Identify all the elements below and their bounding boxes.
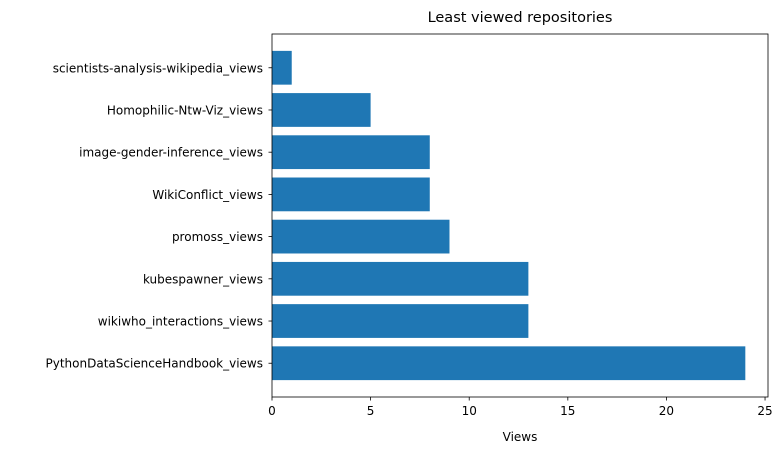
x-axis-ticks: 0 5 10 15 20 25: [268, 397, 773, 418]
bar-wikiwho_interactions_views: [272, 304, 529, 338]
x-tick-label: 20: [659, 404, 674, 418]
x-tick-label: 15: [560, 404, 575, 418]
chart-title: Least viewed repositories: [428, 10, 613, 26]
plot-frame: [271, 33, 769, 398]
bar-kubespawner_views: [272, 261, 529, 296]
x-axis-title: Views: [503, 430, 538, 444]
x-tick-label: 25: [757, 404, 772, 418]
x-tick-label: 5: [367, 404, 375, 418]
bar-scientists-analysis-wikipedia_views: [272, 50, 292, 85]
x-tick-label: 0: [268, 404, 276, 418]
y-tick-label: scientists-analysis-wikipedia_views: [53, 61, 263, 75]
y-tick-label: image-gender-inference_views: [79, 146, 263, 160]
x-tick-label: 10: [462, 404, 477, 418]
y-tick-label: wikiwho_interactions_views: [98, 315, 263, 329]
bar-promoss_views: [272, 219, 450, 254]
y-tick-label: PythonDataScienceHandbook_views: [46, 357, 264, 371]
y-tick-label: kubespawner_views: [143, 272, 263, 286]
bar-WikiConflict_views: [272, 177, 430, 212]
bar-Homophilic-Ntw-Viz_views: [272, 93, 371, 127]
y-axis-ticks: PythonDataScienceHandbook_views wikiwho_i…: [46, 61, 272, 371]
bars-group: [272, 50, 746, 381]
y-tick-label: WikiConflict_views: [152, 188, 263, 202]
bar-image-gender-inference_views: [272, 135, 430, 170]
y-tick-label: promoss_views: [172, 230, 263, 244]
y-tick-label: Homophilic-Ntw-Viz_views: [107, 103, 263, 117]
bar-PythonDataScienceHandbook_views: [272, 346, 746, 381]
